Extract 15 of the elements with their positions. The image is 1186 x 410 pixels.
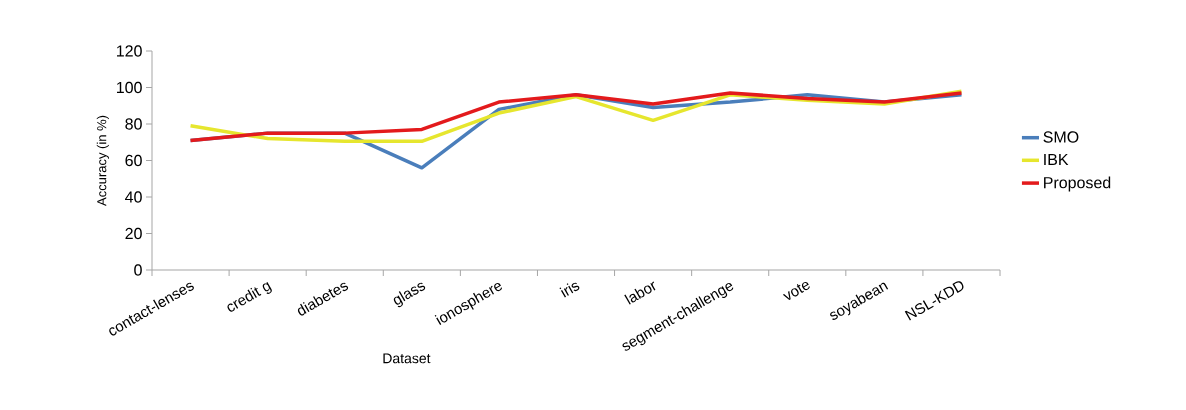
x-tick-label: credit g — [227, 282, 272, 312]
y-axis-title: Accuracy (in %) — [96, 115, 109, 206]
y-tick-label: 100 — [117, 81, 142, 94]
legend-label: SMO — [1043, 131, 1079, 143]
y-tick-label: 20 — [125, 227, 142, 240]
y-tick-label: 0 — [134, 264, 142, 276]
x-axis-title: Dataset — [383, 353, 431, 364]
y-tick-label: 40 — [125, 191, 142, 203]
y-tick-label: 120 — [117, 45, 142, 57]
x-tick-label: vote — [782, 281, 810, 301]
y-tick-label: 80 — [125, 118, 142, 130]
legend-label: Proposed — [1044, 176, 1111, 192]
legend-label: IBK — [1044, 154, 1069, 166]
y-tick-label: 60 — [125, 154, 142, 167]
x-tick-label: iris — [559, 282, 580, 298]
